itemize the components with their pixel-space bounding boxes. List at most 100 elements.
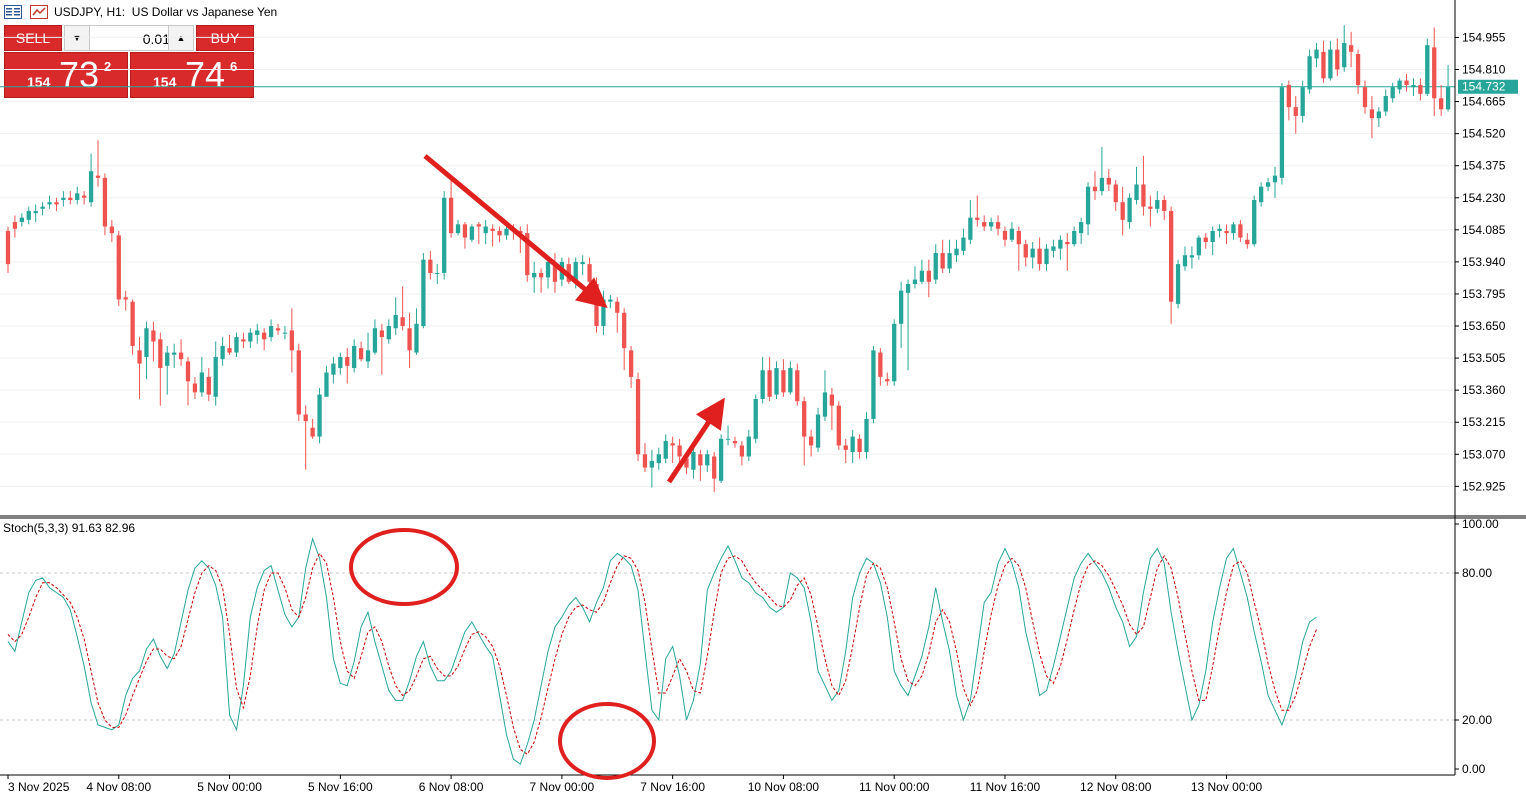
candle-body: [1376, 111, 1381, 119]
candle-body: [1030, 248, 1035, 258]
up-trend-arrow: [666, 397, 725, 484]
candle-bearish: [926, 259, 931, 298]
candle-body: [400, 317, 405, 327]
candle-bullish: [746, 429, 751, 461]
candle-body: [1023, 244, 1028, 258]
lot-increase-icon[interactable]: ▲: [168, 26, 193, 50]
candle-body: [1238, 224, 1243, 238]
price-tick-label: 153.360: [1462, 383, 1506, 397]
candle-body: [421, 259, 426, 327]
current-price-line-group: 154.732: [0, 79, 1518, 94]
candle-bullish: [442, 191, 447, 280]
buy-button[interactable]: BUY: [196, 25, 254, 51]
candle-bullish: [365, 332, 371, 369]
candle-bearish: [940, 239, 945, 273]
candle-body: [358, 348, 364, 360]
candle-bullish: [1314, 42, 1319, 68]
candle-bullish: [435, 264, 440, 285]
candle-body: [255, 330, 260, 335]
time-tick-label: 11 Nov 16:00: [970, 780, 1041, 794]
candle-bullish: [905, 279, 911, 371]
candle-body: [538, 272, 544, 278]
candle-bearish: [400, 286, 405, 331]
candle-body: [1092, 186, 1098, 192]
price-tick-label: 154.810: [1462, 62, 1506, 76]
chart-properties-icon[interactable]: [30, 5, 48, 19]
candle-body: [1072, 230, 1077, 245]
candle-bullish: [725, 425, 731, 446]
candle-bullish: [165, 345, 170, 395]
candle-body: [476, 224, 481, 227]
candle-body: [158, 339, 163, 369]
candle-body: [241, 339, 246, 342]
candle-bearish: [767, 356, 772, 402]
candle-body: [220, 345, 225, 360]
time-tick-label: 13 Nov 00:00: [1191, 780, 1263, 794]
candle-body: [455, 224, 461, 234]
lot-size-control: ▼ ▲: [64, 25, 194, 51]
candle-bearish: [622, 308, 627, 371]
candle-bearish: [185, 356, 191, 406]
candle-body: [525, 233, 530, 276]
candle-bearish: [428, 250, 433, 280]
candle-bearish: [289, 308, 295, 373]
candle-bearish: [808, 429, 814, 457]
candle-bearish: [1148, 195, 1153, 227]
candle-bullish: [947, 239, 952, 273]
price-tick-label: 154.375: [1462, 159, 1506, 173]
candle-bearish: [490, 224, 495, 247]
candle-bullish: [968, 199, 973, 245]
candle-bullish: [532, 261, 537, 293]
candle-bearish: [615, 297, 620, 333]
candle-body: [712, 456, 717, 479]
candle-body: [1217, 228, 1222, 231]
candle-bullish: [1307, 49, 1312, 94]
candle-bearish: [1439, 84, 1444, 116]
candle-bullish: [718, 434, 724, 484]
candle-body: [310, 427, 315, 437]
sell-price-button[interactable]: 154 73 2: [4, 52, 128, 98]
candle-body: [864, 418, 869, 453]
buy-price-button[interactable]: 154 74 6: [130, 52, 254, 98]
candle-bullish: [372, 319, 378, 355]
candle-bearish: [1002, 226, 1008, 247]
candle-body: [296, 350, 301, 415]
candle-bullish: [1175, 259, 1181, 309]
candle-body: [642, 454, 648, 468]
candle-body: [40, 206, 45, 209]
candle-bullish: [649, 449, 655, 488]
candle-bullish: [656, 447, 661, 470]
lot-size-input[interactable]: [90, 28, 172, 50]
candle-body: [1286, 84, 1291, 108]
candle-body: [995, 222, 1001, 229]
candle-body: [1016, 230, 1021, 245]
candle-bearish: [518, 226, 523, 254]
candle-body: [732, 441, 738, 444]
candle-body: [878, 352, 883, 377]
candle-body: [1245, 239, 1250, 245]
candle-body: [1106, 177, 1111, 185]
time-tick-label: 5 Nov 16:00: [308, 780, 373, 794]
candle-bullish: [1078, 217, 1084, 245]
candle-body: [448, 197, 454, 234]
candle-body: [407, 328, 412, 351]
candle-bullish: [1182, 246, 1188, 271]
candle-bullish: [919, 259, 925, 285]
candle-bullish: [933, 244, 938, 285]
candle-body: [587, 264, 592, 282]
sell-price-fraction: 2: [104, 59, 112, 74]
candle-body: [1203, 237, 1208, 242]
candle-bearish: [241, 332, 246, 349]
candle-body: [1300, 87, 1305, 116]
candle-bullish: [892, 319, 897, 386]
candle-bearish: [885, 372, 890, 386]
time-tick-label: 10 Nov 08:00: [748, 780, 820, 794]
stoch-axis-labels: 100.00 80.00 20.00 0.00: [1462, 517, 1499, 776]
lot-decrease-icon[interactable]: ▼: [65, 26, 90, 50]
candle-bearish: [5, 226, 11, 273]
sell-button[interactable]: SELL: [4, 25, 62, 51]
candle-bearish: [1203, 233, 1208, 249]
candle-bearish: [552, 253, 558, 293]
price-tick-label: 153.505: [1462, 351, 1506, 365]
